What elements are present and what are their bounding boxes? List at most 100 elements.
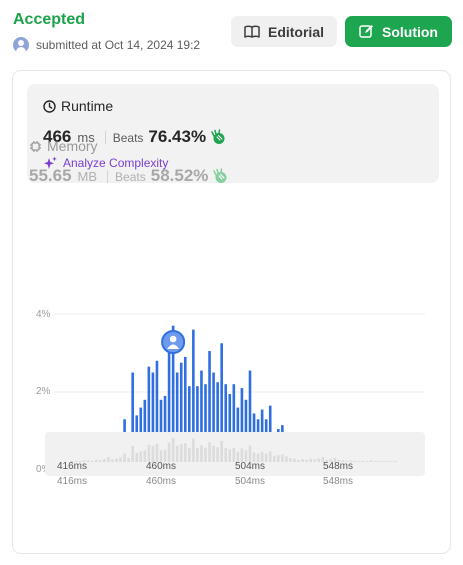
chart-bar[interactable] xyxy=(220,343,223,470)
chart-bar[interactable] xyxy=(131,372,134,471)
chart-bar[interactable] xyxy=(216,382,219,470)
chart-bar[interactable] xyxy=(179,362,183,470)
chart-bar[interactable] xyxy=(188,386,191,470)
navigator-bar xyxy=(366,461,369,462)
runtime-distribution-chart[interactable] xyxy=(0,0,463,500)
navigator-bar xyxy=(329,459,333,462)
navigator-bar xyxy=(188,448,191,462)
chip-icon xyxy=(30,140,41,152)
navigator-bar xyxy=(70,461,74,462)
navigator-bar xyxy=(82,460,86,463)
navigator-bar xyxy=(200,445,203,462)
navigator-bar xyxy=(171,437,175,462)
runtime-value: 466 xyxy=(43,127,72,146)
chart-bar[interactable] xyxy=(183,356,187,470)
navigator-bar xyxy=(107,457,110,463)
navigator-tick-label: 504ms xyxy=(234,461,266,472)
result-card: Runtime 466 ms Beats 76.43% Analyze Comp… xyxy=(12,70,451,554)
chart-bar[interactable] xyxy=(200,370,203,470)
clock-icon xyxy=(43,99,56,113)
divider xyxy=(107,169,109,183)
navigator-bar xyxy=(232,447,236,462)
navigator-bar xyxy=(143,450,147,462)
navigator-bar xyxy=(285,456,288,462)
navigator-bar xyxy=(175,445,179,462)
y-tick-label: 0% xyxy=(36,464,51,475)
chart-bar[interactable] xyxy=(151,372,155,471)
navigator-bar xyxy=(78,460,82,462)
navigator-bar xyxy=(313,459,317,462)
x-tick-label: 416ms xyxy=(56,476,88,487)
navigator-bars xyxy=(70,437,397,463)
user-avatar-icon[interactable] xyxy=(13,37,29,53)
navigator-bar xyxy=(281,454,284,462)
navigator-bar xyxy=(333,457,337,462)
edit-icon xyxy=(359,25,373,38)
navigator-bar xyxy=(321,457,325,463)
runtime-title: Runtime xyxy=(61,98,114,114)
navigator-bar xyxy=(103,459,106,462)
navigator-bar xyxy=(256,453,260,462)
navigator-bar xyxy=(353,461,357,462)
navigator-bar xyxy=(248,445,252,462)
chart-bar[interactable] xyxy=(208,351,211,470)
chart-bar[interactable] xyxy=(155,360,159,470)
memory-beats-label: Beats xyxy=(115,170,146,184)
chart-bar[interactable] xyxy=(171,325,175,470)
navigator-bar xyxy=(179,444,183,463)
sparkle-icon xyxy=(44,156,57,169)
navigator-bar xyxy=(390,461,393,462)
chart-bar[interactable] xyxy=(167,353,171,470)
navigator-bar xyxy=(94,459,98,462)
navigator-bar xyxy=(297,460,300,462)
navigator-bar xyxy=(139,451,143,462)
chart-bar[interactable] xyxy=(224,384,228,470)
navigator-bar xyxy=(357,461,361,462)
navigator-bar xyxy=(220,440,223,463)
navigator-bar xyxy=(147,444,151,462)
memory-stats[interactable]: 55.65 MB Beats 58.52% xyxy=(29,166,229,186)
submitted-time: submitted at Oct 14, 2024 19:2 xyxy=(36,38,201,52)
navigator-bar xyxy=(252,452,256,462)
analyze-complexity-link[interactable]: Analyze Complexity xyxy=(43,156,168,170)
navigator-bar xyxy=(374,460,377,462)
chart-bar[interactable] xyxy=(147,366,151,470)
navigator-bar xyxy=(224,447,228,462)
navigator-bar xyxy=(341,460,345,462)
navigator-bar xyxy=(386,461,389,462)
navigator-tick-label: 416ms xyxy=(56,461,88,472)
navigator-bar xyxy=(272,455,276,462)
navigator-bar xyxy=(337,460,341,462)
editorial-button[interactable]: Editorial xyxy=(231,16,337,47)
chart-bar[interactable] xyxy=(240,388,244,470)
chart-bar[interactable] xyxy=(212,372,215,471)
runtime-panel[interactable]: Runtime 466 ms Beats 76.43% Analyze Comp… xyxy=(27,84,439,183)
memory-header[interactable]: Memory xyxy=(29,138,98,154)
x-tick-label: 548ms xyxy=(322,476,354,487)
chart-bar[interactable] xyxy=(196,386,199,470)
solution-label: Solution xyxy=(382,23,438,40)
chart-bar[interactable] xyxy=(204,384,207,470)
navigator-bar xyxy=(309,458,312,462)
chart-bar[interactable] xyxy=(248,370,252,470)
clap-hand-icon xyxy=(211,129,225,144)
runtime-header: Runtime xyxy=(43,98,113,114)
navigator-bar xyxy=(155,443,159,462)
x-tick-label: 460ms xyxy=(145,476,177,487)
chart-bar[interactable] xyxy=(228,393,232,470)
navigator-bar xyxy=(260,451,264,462)
range-navigator[interactable]: 416ms 460ms 504ms 548ms xyxy=(45,432,425,476)
chart-bar[interactable] xyxy=(192,329,195,470)
navigator-bar xyxy=(90,460,94,462)
memory-unit: MB xyxy=(77,169,98,184)
chart-bar[interactable] xyxy=(175,372,179,471)
navigator-bar xyxy=(240,448,244,462)
navigator-bar xyxy=(135,452,139,462)
navigator-bar xyxy=(236,451,240,462)
chart-bar[interactable] xyxy=(232,384,236,470)
navigator-bar xyxy=(151,445,155,462)
navigator-tick-label: 460ms xyxy=(145,461,177,472)
solution-button[interactable]: Solution xyxy=(345,16,452,47)
book-icon xyxy=(244,25,260,38)
user-marker-icon xyxy=(161,330,186,354)
